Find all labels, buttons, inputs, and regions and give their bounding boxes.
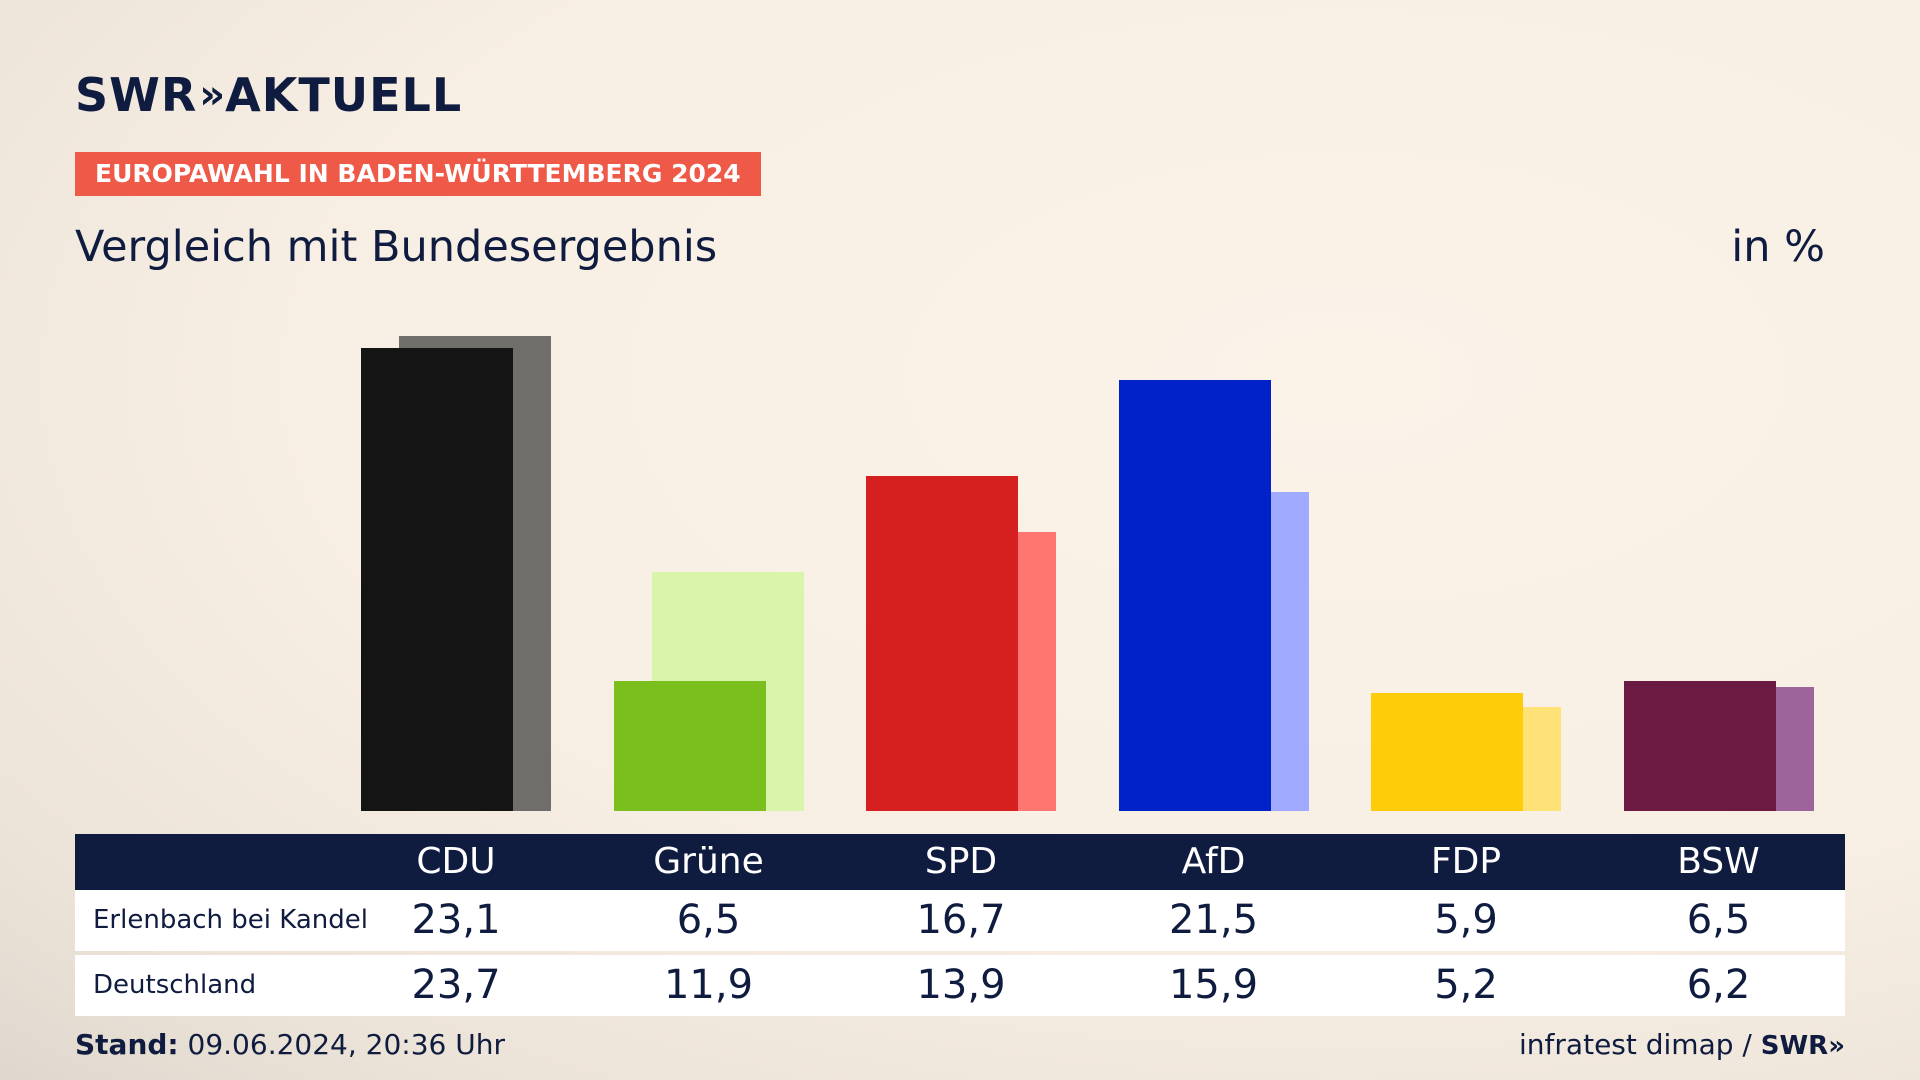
- data-label: 23,7: [411, 962, 501, 1008]
- data-label: 15,9: [1168, 962, 1259, 1008]
- chart-title: Vergleich mit Bundesergebnis: [75, 222, 718, 272]
- column-header: BSW: [1677, 841, 1760, 882]
- column-header: CDU: [416, 841, 496, 882]
- column-header: AfD: [1181, 841, 1246, 882]
- source-credit: infratest dimap / SWR»: [1519, 1028, 1845, 1061]
- table-row: Erlenbach bei Kandel 23,1 6,5 16,7 21,5 5,9 6…: [75, 890, 1845, 951]
- data-label: 16,7: [916, 897, 1006, 943]
- data-label: 23,1: [411, 897, 501, 943]
- bar-local-cdu: [361, 348, 513, 811]
- data-label: 11,9: [663, 962, 754, 1008]
- swr-aktuell-logo: SWR » AKTUELL: [75, 68, 462, 122]
- data-label: 21,5: [1168, 897, 1259, 943]
- source-text: infratest dimap /: [1519, 1028, 1752, 1061]
- chart-unit: in %: [1731, 222, 1825, 272]
- row-label: Erlenbach bei Kandel: [93, 905, 369, 935]
- bar-local-grüne: [613, 680, 766, 811]
- column-header: SPD: [924, 841, 998, 882]
- timestamp: Stand: 09.06.2024, 20:36 Uhr: [75, 1028, 505, 1061]
- row-label: Deutschland: [93, 970, 257, 1000]
- bar-local-fdp: [1371, 692, 1523, 811]
- election-tag: EUROPAWAHL IN BADEN-WÜRTTEMBERG 2024: [75, 152, 761, 196]
- table-row: Deutschland 23,7 11,9 13,9 15,9 5,2 6,2: [75, 955, 1845, 1016]
- bar-local-afd: [1118, 380, 1271, 811]
- data-label: 5,9: [1434, 897, 1498, 943]
- table-header: CDU Grüne SPD AfD FDP BSW: [75, 834, 1845, 890]
- bar-local-bsw: [1623, 680, 1776, 811]
- stand-value: 09.06.2024, 20:36 Uhr: [187, 1028, 505, 1061]
- bar-local-spd: [866, 476, 1018, 811]
- column-header: FDP: [1430, 841, 1502, 882]
- logo-aktuell: AKTUELL: [225, 68, 463, 122]
- swr-logo: SWR»: [1760, 1031, 1845, 1061]
- bar-chart: [361, 336, 1814, 811]
- data-label: 6,5: [676, 897, 741, 943]
- data-label: 6,2: [1686, 962, 1751, 1008]
- data-label: 6,5: [1686, 897, 1751, 943]
- logo-swr: SWR: [75, 68, 198, 122]
- results-table: CDU Grüne SPD AfD FDP BSW Erlenbach bei Kande…: [75, 834, 1845, 1016]
- column-header: Grüne: [653, 841, 764, 882]
- stand-label: Stand:: [75, 1028, 179, 1061]
- data-label: 13,9: [916, 962, 1006, 1008]
- data-label: 5,2: [1434, 962, 1498, 1008]
